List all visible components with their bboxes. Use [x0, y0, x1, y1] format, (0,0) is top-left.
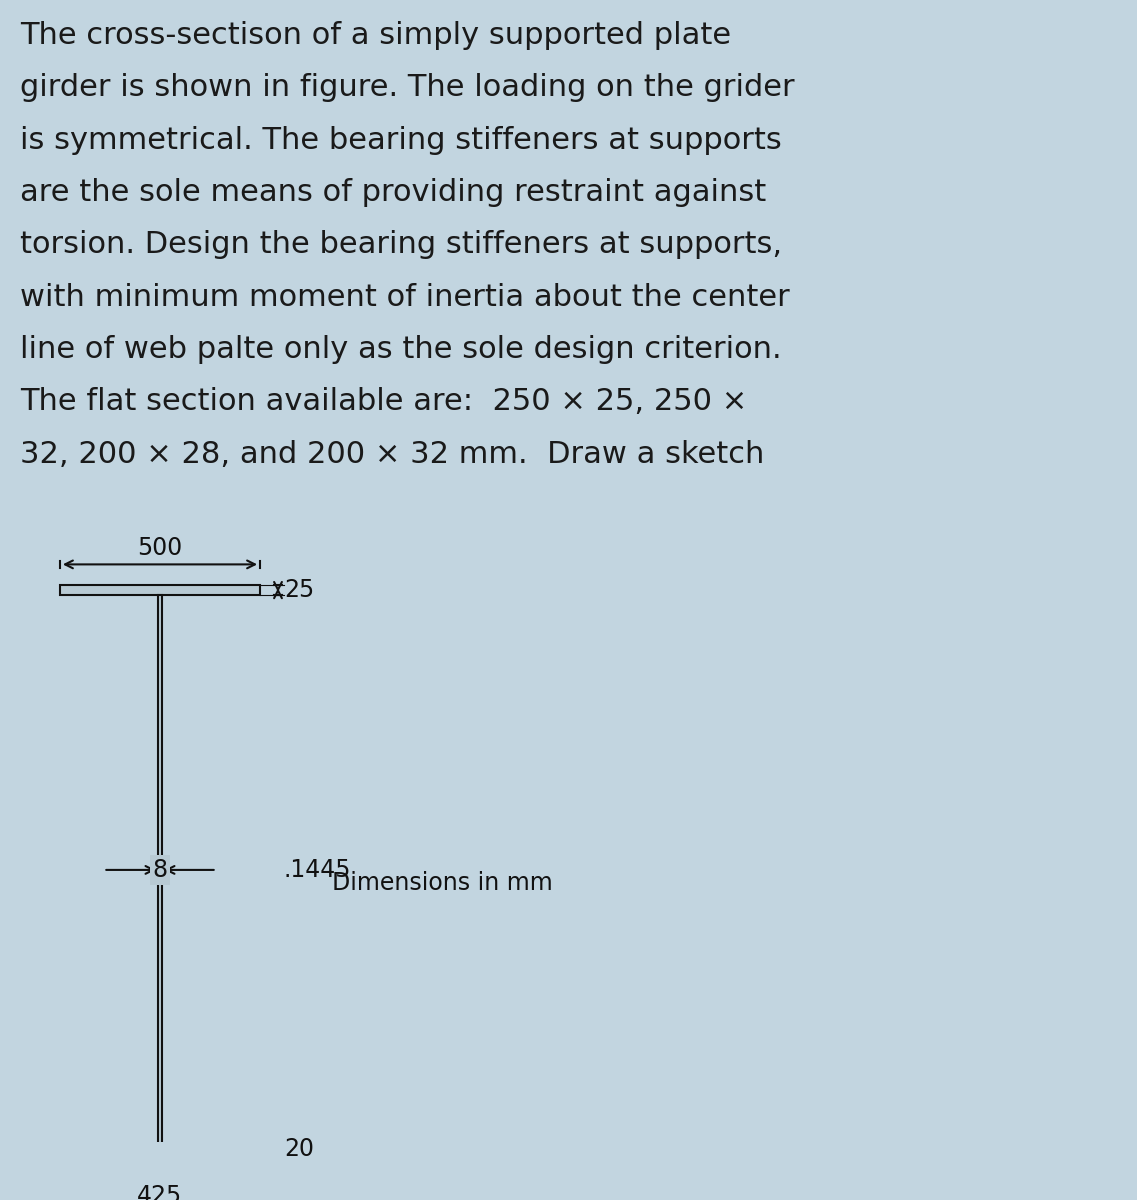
Text: 8: 8 [152, 858, 167, 882]
Bar [75, 1145, 244, 1152]
Text: with minimum moment of inertia about the center: with minimum moment of inertia about the… [20, 283, 790, 312]
Bar [60, 586, 260, 595]
Text: 32, 200 × 28, and 200 × 32 mm.  Draw a sketch: 32, 200 × 28, and 200 × 32 mm. Draw a sk… [20, 439, 764, 469]
Text: is symmetrical. The bearing stiffeners at supports: is symmetrical. The bearing stiffeners a… [20, 126, 782, 155]
Text: The cross-sectison of a simply supported plate: The cross-sectison of a simply supported… [20, 20, 731, 50]
Text: 500: 500 [138, 535, 183, 559]
Text: 25: 25 [284, 578, 314, 602]
Text: .1445: .1445 [284, 858, 351, 882]
Text: are the sole means of providing restraint against: are the sole means of providing restrain… [20, 178, 766, 206]
Text: 425: 425 [138, 1184, 183, 1200]
Text: line of web palte only as the sole design criterion.: line of web palte only as the sole desig… [20, 335, 781, 364]
Text: Dimensions in mm: Dimensions in mm [332, 871, 553, 895]
Text: girder is shown in figure. The loading on the grider: girder is shown in figure. The loading o… [20, 73, 795, 102]
Text: The flat section available are:  250 × 25, 250 ×: The flat section available are: 250 × 25… [20, 388, 747, 416]
Text: torsion. Design the bearing stiffeners at supports,: torsion. Design the bearing stiffeners a… [20, 230, 782, 259]
Bar [158, 595, 161, 1145]
Text: 20: 20 [284, 1136, 314, 1160]
